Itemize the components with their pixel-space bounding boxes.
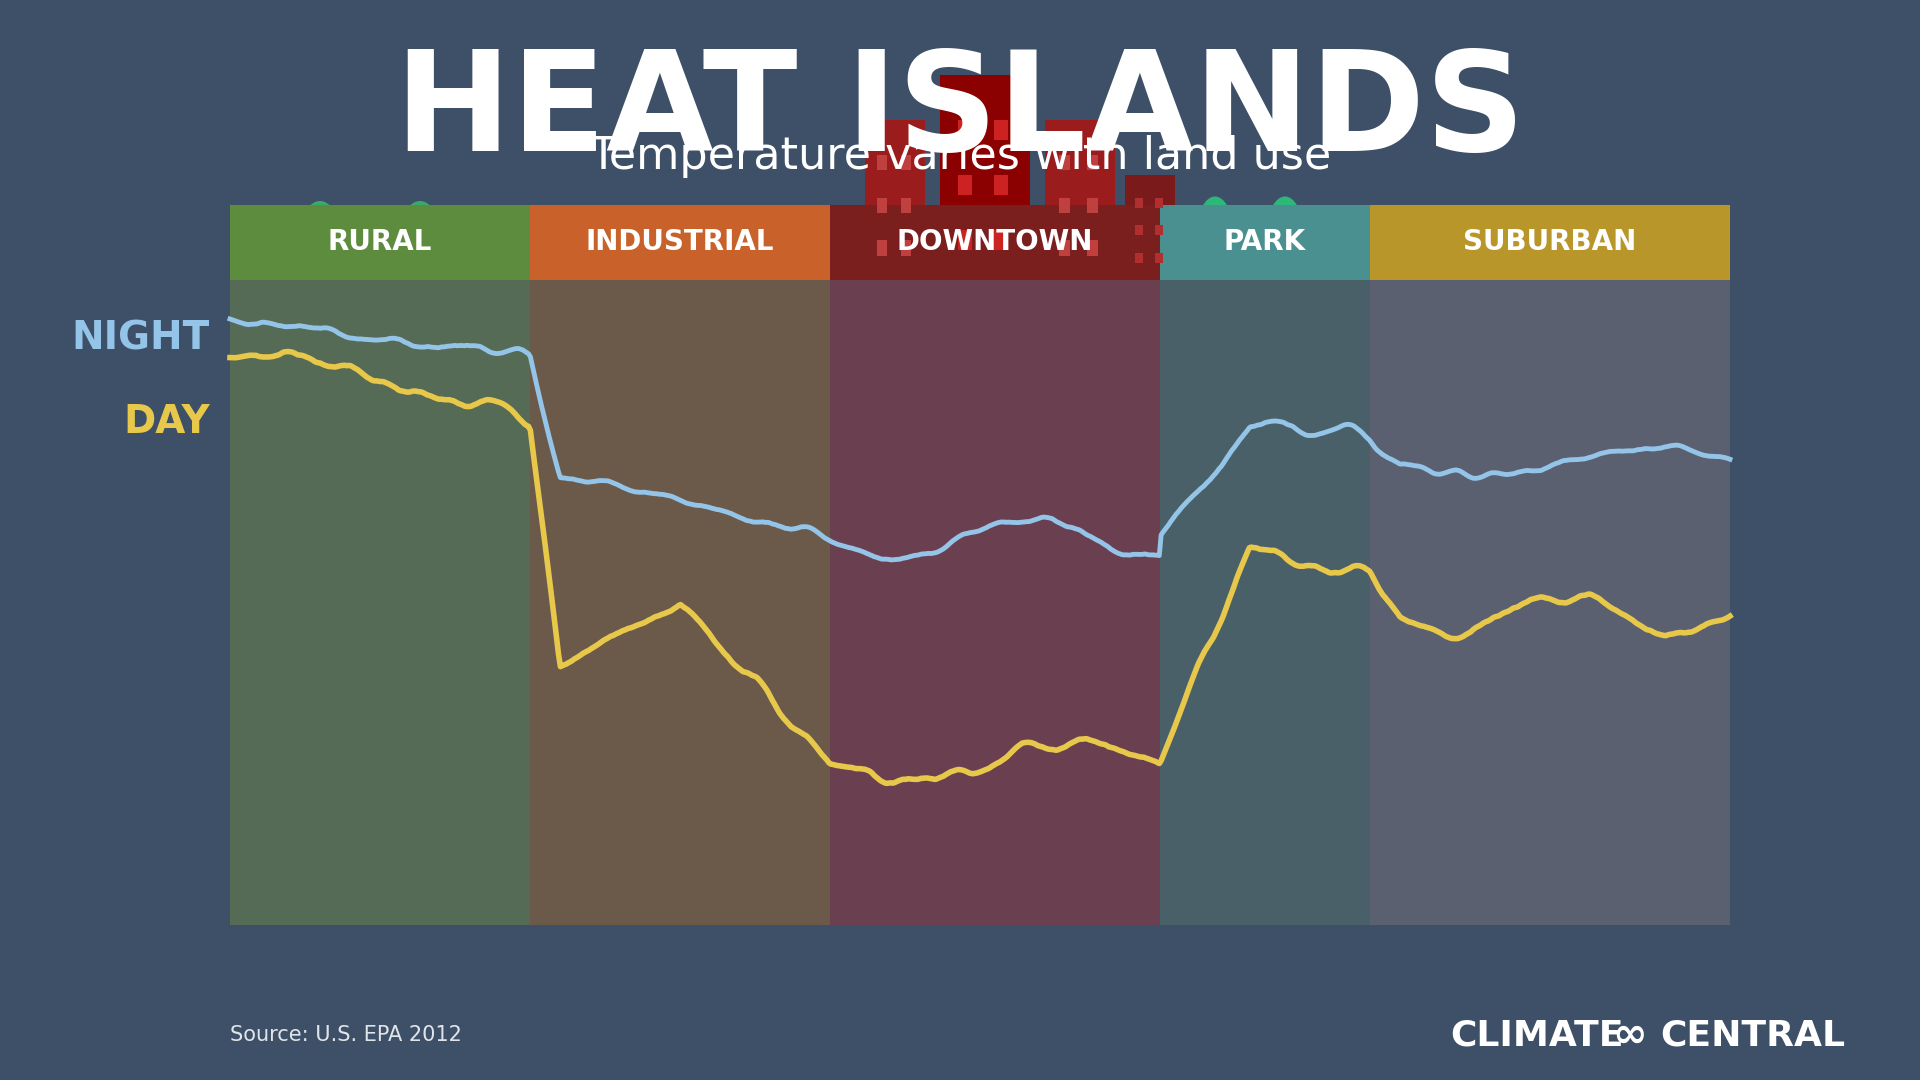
Text: DAY: DAY [123,403,209,441]
Text: SUBURBAN: SUBURBAN [1463,229,1636,256]
Bar [866,120,925,275]
Ellipse shape [301,201,340,261]
Bar [1135,198,1142,207]
Bar [1160,272,1371,280]
Bar [1135,253,1142,262]
Ellipse shape [1267,197,1302,261]
Bar [1428,245,1471,275]
Bar [1087,240,1098,256]
Bar [1087,154,1098,171]
Text: NIGHT: NIGHT [71,319,209,357]
Bar [530,205,829,280]
Bar [829,205,1160,280]
Text: RURAL: RURAL [328,229,432,256]
Bar [1135,225,1142,235]
Bar [570,220,651,275]
Bar [877,240,887,256]
Bar [995,175,1008,195]
Bar [1371,280,1730,924]
Bar [1156,198,1164,207]
Bar [1371,205,1730,280]
Bar [900,240,910,256]
Bar [1156,253,1164,262]
Text: CENTRAL: CENTRAL [1661,1018,1845,1052]
Bar [1281,255,1288,275]
Bar [739,228,795,275]
Bar [1160,205,1371,280]
Bar [877,198,887,213]
Bar [1044,120,1116,275]
Bar [417,255,424,275]
Ellipse shape [1198,197,1233,261]
Bar [1340,255,1350,275]
Polygon shape [1425,210,1476,245]
Ellipse shape [401,201,440,261]
Text: INDUSTRIAL: INDUSTRIAL [586,229,774,256]
Bar [664,235,730,275]
Polygon shape [1590,210,1642,245]
Bar [1060,198,1069,213]
Text: DOWNTOWN: DOWNTOWN [897,229,1092,256]
Bar [829,280,1160,924]
Bar [1509,245,1551,275]
Text: CLIMATE: CLIMATE [1450,1018,1624,1052]
Bar [1160,280,1371,924]
Bar [230,205,530,280]
Bar [900,154,910,171]
Bar [1087,198,1098,213]
Bar [958,230,972,249]
Bar [958,120,972,140]
Bar [941,75,1029,275]
Bar [530,280,829,924]
Bar [1125,175,1175,275]
Bar [1156,225,1164,235]
Text: PARK: PARK [1223,229,1306,256]
Ellipse shape [1331,205,1359,260]
Bar [1060,154,1069,171]
Text: Source: U.S. EPA 2012: Source: U.S. EPA 2012 [230,1025,463,1045]
Polygon shape [1503,210,1555,245]
Bar [958,175,972,195]
Bar [317,255,324,275]
Bar [900,198,910,213]
Bar [995,120,1008,140]
Text: HEAT ISLANDS: HEAT ISLANDS [396,45,1524,180]
Bar [1594,245,1636,275]
Bar [1212,255,1219,275]
Bar [995,230,1008,249]
Bar [1060,240,1069,256]
Text: Temperature varies with land use: Temperature varies with land use [589,135,1331,178]
Bar [877,154,887,171]
Text: ∞: ∞ [1613,1014,1647,1056]
Bar [230,272,530,280]
Bar [230,280,530,924]
